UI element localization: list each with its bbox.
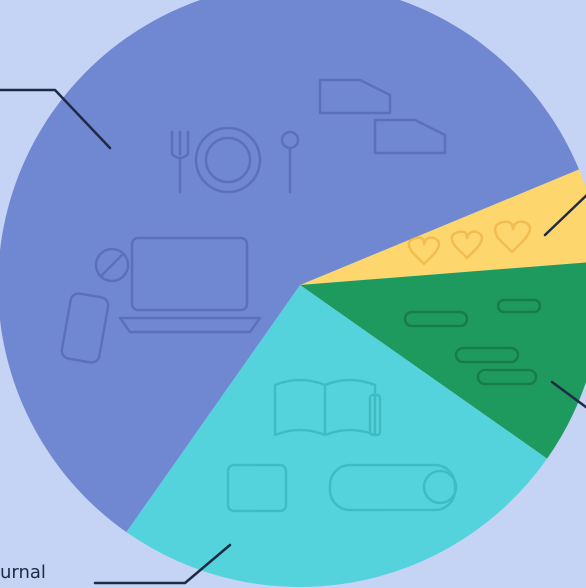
leader-line bbox=[0, 88, 112, 150]
leader-lines bbox=[0, 88, 586, 585]
pie-slice bbox=[300, 169, 586, 285]
leader-line bbox=[550, 380, 586, 409]
slice-label: urnal bbox=[0, 562, 46, 583]
leader-line bbox=[543, 194, 586, 237]
pie-slice bbox=[0, 0, 580, 533]
leader-line bbox=[93, 543, 232, 585]
icons bbox=[60, 78, 542, 513]
